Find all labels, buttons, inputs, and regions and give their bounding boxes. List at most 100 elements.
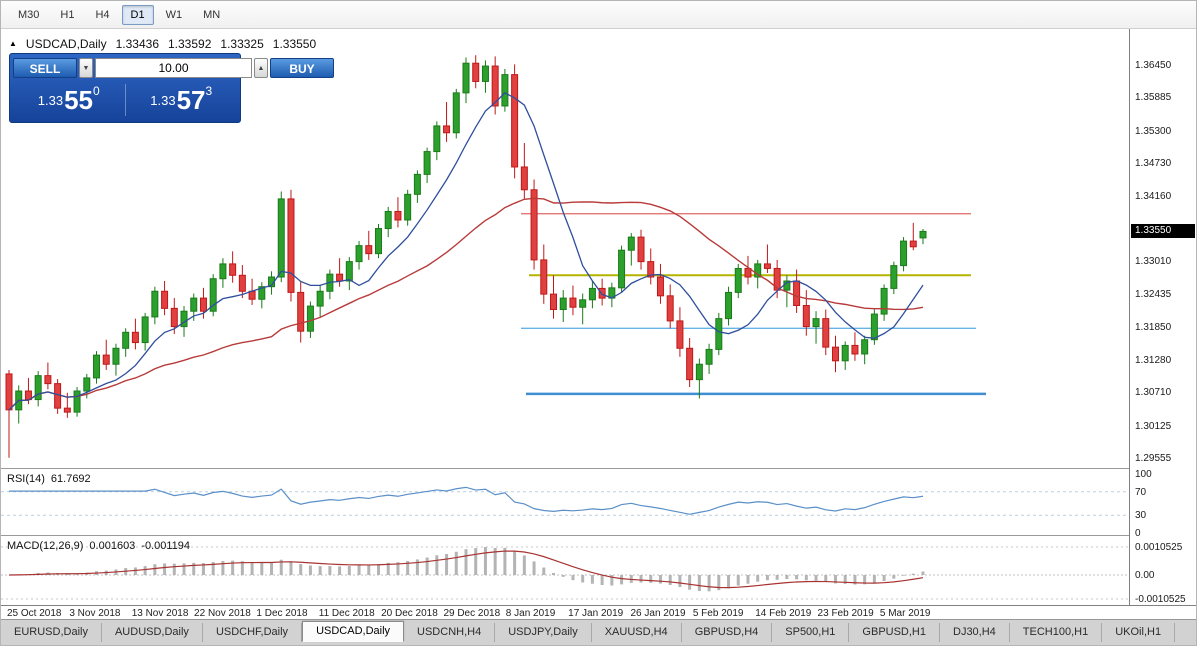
time-axis[interactable]: 25 Oct 2018 3 Nov 2018 13 Nov 2018 22 Nov 2… — [1, 605, 1196, 621]
price-axis-label: 1.30125 — [1135, 420, 1172, 432]
candle — [112, 347, 120, 365]
current-price-badge: 1.33550 — [1131, 224, 1195, 239]
chart-tab-usdcad-daily[interactable]: USDCAD,Daily — [302, 621, 405, 642]
timeframe-button-mn[interactable]: MN — [203, 8, 221, 21]
chart-tab-audusd-daily[interactable]: AUDUSD,Daily — [102, 623, 203, 642]
timeframe-button-m30[interactable]: M30 — [18, 8, 40, 21]
candle — [880, 287, 888, 315]
buy-button[interactable]: BUY — [270, 58, 334, 78]
candle — [588, 287, 596, 301]
rsi-indicator-canvas[interactable] — [1, 470, 1129, 535]
candle — [647, 261, 655, 278]
chart-symbol-header: ▲ USDCAD,Daily 1.33436 1.33592 1.33325 1… — [9, 37, 316, 51]
rsi-label: RSI(14) 61.7692 — [7, 473, 91, 485]
chart-tab-usdjpy-daily[interactable]: USDJPY,Daily — [495, 623, 592, 642]
pane-separator[interactable] — [1, 468, 1196, 470]
candle — [501, 74, 509, 107]
timeframe-toolbar: M30 H1 H4 D1 W1 MN — [1, 1, 1196, 29]
candle — [481, 65, 489, 82]
timeframe-button-h1[interactable]: H1 — [60, 8, 75, 21]
candle — [559, 297, 567, 311]
price-axis-label: 1.31850 — [1135, 322, 1172, 334]
buy-price[interactable]: 1.33 57 3 — [126, 81, 238, 119]
chart-tab-sp500-h1[interactable]: SP500,H1 — [772, 623, 850, 642]
price-divider — [124, 84, 126, 116]
candle — [666, 295, 674, 322]
candle — [404, 193, 412, 221]
candle — [890, 265, 898, 289]
rsi-name: RSI(14) — [7, 473, 45, 485]
lot-decrease-button[interactable]: ▼ — [79, 58, 93, 78]
price-axis-label: 1.35885 — [1135, 92, 1172, 104]
candle — [812, 318, 820, 328]
time-axis-label: 26 Jan 2019 — [630, 608, 686, 619]
price-axis-label: 1.34730 — [1135, 158, 1172, 170]
candle — [861, 339, 869, 355]
candle — [384, 210, 392, 230]
chart-tab-gbpusd-h1[interactable]: GBPUSD,H1 — [849, 623, 940, 642]
candle — [306, 305, 314, 332]
sell-button[interactable]: SELL — [13, 58, 77, 78]
candle — [209, 278, 217, 312]
candle — [199, 297, 207, 312]
time-axis-label: 11 Dec 2018 — [318, 608, 375, 619]
price-chart-canvas[interactable] — [1, 29, 1129, 468]
chart-tab-tech100-h1[interactable]: TECH100,H1 — [1010, 623, 1103, 642]
candle — [170, 307, 178, 328]
timeframe-button-h4[interactable]: H4 — [95, 8, 110, 21]
candle — [627, 236, 635, 251]
macd-indicator-canvas[interactable] — [1, 537, 1129, 604]
chart-tab-usdcnh-h4[interactable]: USDCNH,H4 — [404, 623, 496, 642]
macd-label: MACD(12,26,9) 0.001603 -0.001194 — [7, 540, 190, 552]
ma-slow-line — [8, 197, 924, 411]
candle — [433, 125, 441, 153]
candle — [900, 240, 908, 267]
candle — [919, 230, 927, 239]
chart-tab-eurusd-daily[interactable]: EURUSD,Daily — [1, 623, 102, 642]
candle — [656, 276, 664, 297]
candle — [744, 267, 752, 278]
candle — [598, 287, 606, 299]
chart-tab-gbpusd-h4[interactable]: GBPUSD,H4 — [682, 623, 773, 642]
price-axis-label: 1.32435 — [1135, 288, 1172, 300]
sell-price[interactable]: 1.33 55 0 — [13, 81, 125, 119]
timeframe-button-d1[interactable]: D1 — [121, 4, 154, 25]
sell-price-pipette: 0 — [93, 84, 100, 98]
candle — [102, 354, 110, 365]
macd-axis-label: 0.00 — [1135, 570, 1155, 581]
candle — [841, 344, 849, 362]
chart-tab-dj30-h4[interactable]: DJ30,H4 — [940, 623, 1010, 642]
timeframe-button-w1[interactable]: W1 — [165, 8, 183, 21]
one-click-trade-panel: SELL ▼ ▲ BUY 1.33 55 0 1.33 57 3 — [9, 53, 334, 123]
chart-window: ▲ USDCAD,Daily 1.33436 1.33592 1.33325 1… — [1, 29, 1196, 621]
macd-signal-value: -0.001194 — [141, 540, 191, 552]
time-axis-label: 5 Feb 2019 — [692, 608, 744, 619]
candle — [229, 263, 237, 276]
candle — [287, 198, 295, 293]
candle — [637, 236, 645, 263]
candle — [73, 390, 81, 413]
candle — [34, 375, 42, 401]
chart-tab-ukoil-h1[interactable]: UKOil,H1 — [1102, 623, 1176, 642]
pane-separator[interactable] — [1, 535, 1196, 537]
candle — [909, 240, 917, 248]
chart-tab-usdchf-daily[interactable]: USDCHF,Daily — [203, 623, 303, 642]
lot-size-input[interactable] — [95, 58, 252, 78]
candle — [161, 290, 169, 309]
symbol-title: USDCAD,Daily — [25, 37, 107, 51]
price-axis-label: 1.35300 — [1135, 125, 1172, 137]
candle — [365, 245, 373, 255]
candle — [180, 310, 188, 328]
candle — [550, 293, 558, 311]
candle — [63, 407, 71, 413]
rsi-value: 61.7692 — [50, 473, 91, 485]
candle — [793, 280, 801, 307]
price-axis-label: 1.34160 — [1135, 190, 1172, 202]
time-axis-label: 22 Nov 2018 — [194, 608, 251, 619]
candle — [579, 299, 587, 308]
chart-tab-xauusd-h4[interactable]: XAUUSD,H4 — [592, 623, 682, 642]
price-axis[interactable]: 1.33550 1.36450 1.35885 1.35300 1.34730 1.34… — [1130, 29, 1196, 605]
symbol-marker-icon: ▲ — [9, 39, 17, 48]
lot-increase-button[interactable]: ▲ — [254, 58, 268, 78]
